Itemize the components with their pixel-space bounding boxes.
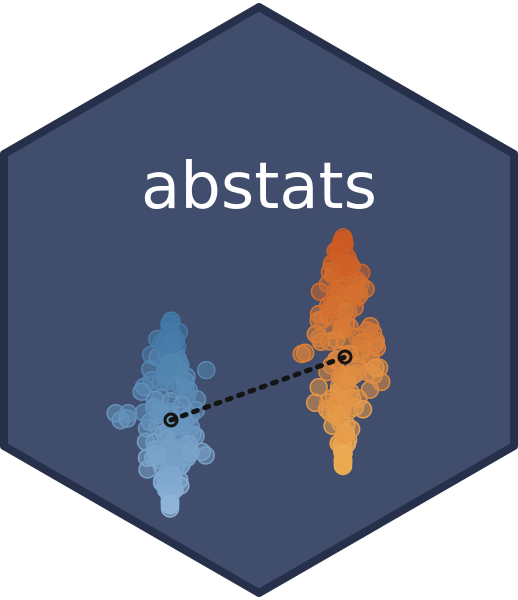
group-b-point [335, 302, 355, 322]
group-b-center-marker [337, 349, 353, 365]
group-a-point [160, 496, 180, 515]
group-a-center-marker [163, 412, 179, 428]
group-b-point [292, 344, 311, 364]
group-b-point [341, 419, 361, 439]
logo-title: abstats [141, 150, 377, 224]
group-a-point [134, 403, 154, 422]
group-b-point [366, 358, 385, 378]
group-b-point [324, 387, 344, 407]
group-a-point [118, 404, 138, 423]
group-a-point [160, 465, 179, 485]
group-b-point [334, 231, 353, 251]
group-b-point [320, 300, 340, 319]
mean-difference-line [168, 354, 348, 423]
group-a-point [146, 444, 166, 464]
group-a-point [172, 396, 192, 415]
group-a-point [197, 360, 216, 380]
group-a-point [158, 355, 178, 374]
group-b-point [326, 330, 346, 349]
group-a-point [157, 429, 177, 449]
group-a-point [165, 447, 184, 466]
group-b-point [333, 451, 353, 471]
group-b-point [343, 284, 363, 304]
group-b-point [347, 358, 367, 377]
group-b-point [340, 400, 359, 419]
group-a-point [181, 443, 200, 462]
group-a-point [160, 322, 179, 342]
group-b-point [309, 378, 328, 397]
group-a-point [138, 460, 157, 479]
group-a-point-cloud [106, 311, 216, 518]
group-b-point [348, 327, 367, 347]
group-b-point [310, 328, 329, 348]
group-b-point [332, 257, 351, 276]
group-a-point [176, 379, 195, 398]
hexagon-background [0, 3, 518, 597]
group-a-point [132, 382, 151, 401]
